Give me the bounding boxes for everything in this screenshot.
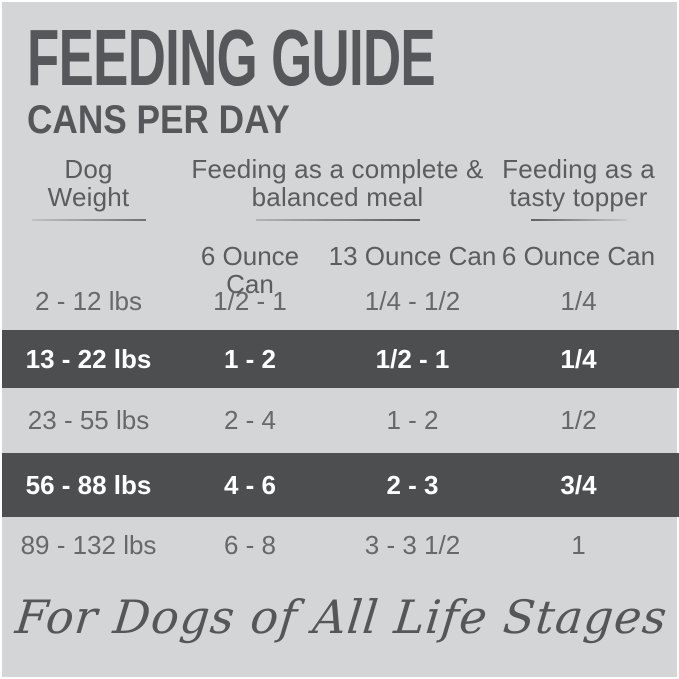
weight-range-cell: 23 - 55 lbs [27, 405, 150, 435]
table-row-highlighted: 56 - 88 lbs 4 - 6 2 - 3 3/4 [2, 453, 679, 517]
page-subtitle: CANS PER DAY [27, 98, 290, 142]
header-underline [255, 219, 420, 221]
subheader-13oz-complete: 13 Ounce Can [328, 241, 497, 271]
value-cell: 3 - 3 1/2 [364, 529, 461, 560]
subheader-6oz-topper: 6 Ounce Can [501, 241, 656, 271]
value-cell: 1 - 2 [223, 343, 277, 374]
value-cell: 1 [571, 529, 586, 560]
column-group-dog-weight: Dog Weight [2, 155, 175, 221]
weight-range-cell: 56 - 88 lbs [25, 469, 152, 500]
header-underline [31, 219, 146, 221]
can-size-subheaders: 6 Ounce Can 13 Ounce Can 6 Ounce Can [2, 242, 657, 298]
weight-range-cell: 2 - 12 lbs [35, 285, 142, 316]
table-row: 23 - 55 lbs 2 - 4 1 - 2 1/2 [2, 388, 657, 453]
value-cell: 4 - 6 [223, 469, 277, 500]
subheader-6oz-complete: 6 Ounce Can [200, 241, 300, 299]
page-title: FEEDING GUIDE [27, 13, 436, 102]
column-group-tasty-topper: Feeding as a tasty topper [500, 155, 657, 221]
value-cell: 2 - 3 [386, 469, 439, 500]
value-cell: 1/2 - 1 [213, 285, 287, 316]
value-cell: 1/4 [560, 343, 597, 374]
weight-range-cell: 89 - 132 lbs [20, 529, 157, 560]
column-group-label-line2: tasty topper [509, 182, 648, 212]
column-group-label-line1: Dog [64, 154, 113, 184]
feeding-table-body: 2 - 12 lbs 1/2 - 1 1/4 - 1/2 1/4 13 - 22… [2, 272, 679, 573]
value-cell: 1/4 [560, 285, 597, 316]
table-row: 89 - 132 lbs 6 - 8 3 - 3 1/2 1 [2, 517, 657, 573]
value-cell: 6 - 8 [223, 529, 277, 560]
value-cell: 2 - 4 [223, 405, 277, 435]
column-group-label-line2: balanced meal [251, 182, 424, 212]
value-cell: 1/2 - 1 [375, 343, 450, 374]
column-group-label-line1: Feeding as a complete & [191, 154, 484, 184]
value-cell: 1/4 - 1/2 [364, 285, 461, 316]
table-row-highlighted: 13 - 22 lbs 1 - 2 1/2 - 1 1/4 [2, 330, 679, 388]
weight-range-cell: 13 - 22 lbs [25, 343, 152, 374]
column-group-label-line1: Feeding as a [502, 154, 655, 184]
header-underline [530, 219, 627, 221]
table-row: 2 - 12 lbs 1/2 - 1 1/4 - 1/2 1/4 [2, 272, 657, 330]
value-cell: 1/2 [560, 405, 597, 435]
life-stages-tagline: For Dogs of All Life Stages [13, 590, 671, 644]
column-group-headers: Dog Weight Feeding as a complete & balan… [2, 155, 657, 221]
column-group-label-line2: Weight [47, 182, 130, 212]
column-group-complete-meal: Feeding as a complete & balanced meal [175, 155, 500, 221]
value-cell: 3/4 [560, 469, 597, 500]
value-cell: 1 - 2 [386, 405, 439, 435]
